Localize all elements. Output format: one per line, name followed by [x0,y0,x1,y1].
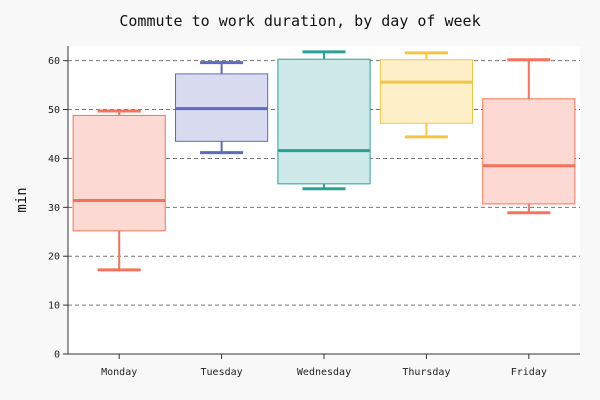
box-tuesday [175,61,269,155]
iqr-box [379,59,473,124]
chart-title: Commute to work duration, by day of week [119,12,480,30]
y-tick-label: 40 [48,154,60,165]
y-tick-label: 20 [48,252,60,263]
iqr-box [277,58,371,185]
y-tick-label: 10 [48,301,60,312]
boxes [72,50,576,272]
box-monday [72,109,166,272]
y-tick-label: 30 [48,203,60,214]
y-tick-label: 0 [54,350,60,361]
y-ticks: 0 10 20 30 40 50 60 [48,56,68,361]
y-tick-label: 60 [48,56,60,67]
x-ticks: Monday Tuesday Wednesday Thursday Friday [101,354,547,378]
iqr-box [482,98,576,205]
box-friday [482,58,576,215]
iqr-box [72,114,166,232]
x-tick-label: Tuesday [201,367,243,378]
x-tick-label: Wednesday [297,367,351,378]
box-wednesday [277,50,371,191]
y-axis-label: min [14,187,30,212]
box-thursday [379,51,473,139]
x-tick-label: Monday [101,367,137,378]
x-tick-label: Thursday [402,367,450,378]
y-tick-label: 50 [48,105,60,116]
x-tick-label: Friday [511,367,547,378]
